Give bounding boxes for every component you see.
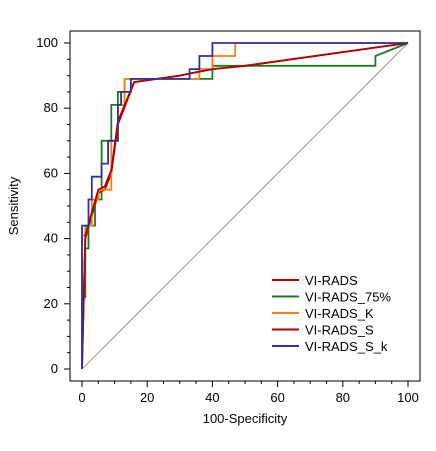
y-tick-label: 60 bbox=[44, 165, 58, 180]
axes: 0 20 40 60 80 100 0 20 40 60 80 100 bbox=[36, 35, 419, 405]
x-tick-label: 40 bbox=[205, 390, 219, 405]
y-tick-label: 20 bbox=[44, 296, 58, 311]
x-tick-label: 80 bbox=[336, 390, 350, 405]
y-axis-title: Sensitivity bbox=[6, 176, 21, 235]
legend-label: VI-RADS_75% bbox=[305, 290, 391, 305]
x-tick-label: 20 bbox=[140, 390, 154, 405]
y-tick-label: 80 bbox=[44, 100, 58, 115]
x-tick-label: 100 bbox=[397, 390, 419, 405]
reference-diagonal bbox=[81, 42, 409, 370]
legend: VI-RADS VI-RADS_75%VI-RADS_K VI-RADS_SVI-R… bbox=[272, 273, 391, 354]
legend-label: VI-RADS_S bbox=[305, 323, 374, 338]
x-tick-label: 60 bbox=[270, 390, 284, 405]
legend-label: VI-RADS bbox=[305, 273, 358, 288]
y-tick-label: 40 bbox=[44, 231, 58, 246]
x-axis-title: 100-Specificity bbox=[203, 411, 288, 426]
legend-label: VI-RADS_S_k bbox=[305, 339, 388, 354]
series-layer bbox=[81, 42, 409, 370]
y-tick-label: 0 bbox=[51, 361, 58, 376]
x-tick-label: 0 bbox=[78, 390, 85, 405]
legend-label: VI-RADS_K bbox=[305, 306, 374, 321]
y-tick-label: 100 bbox=[36, 35, 58, 50]
series-line-vi-rads-s-k bbox=[81, 42, 408, 369]
